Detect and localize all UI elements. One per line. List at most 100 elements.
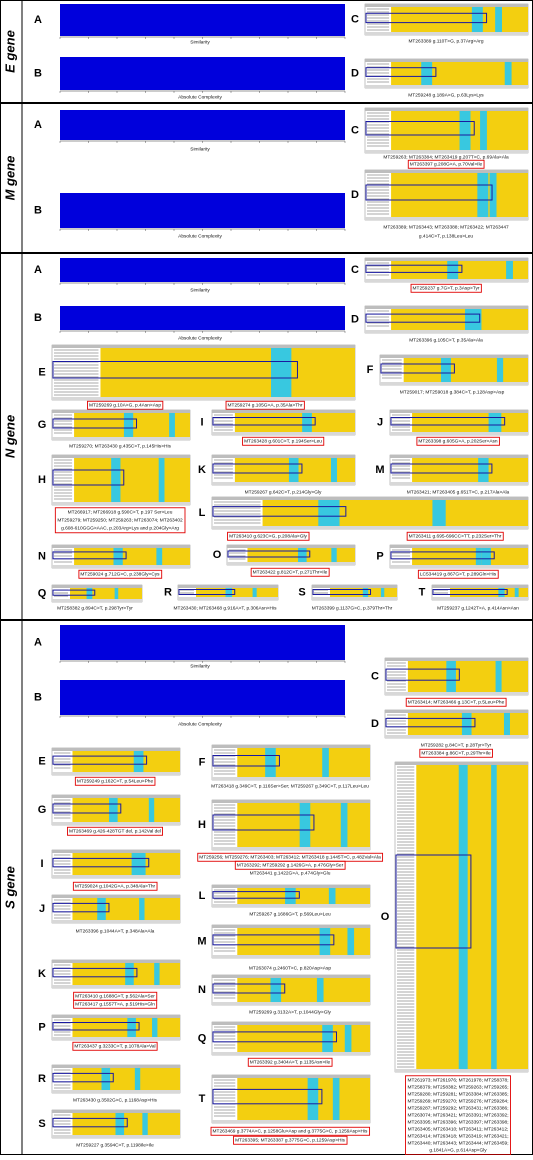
panel-caption: MT263395; MT263387 g.3775G>C, p.1259Asp>… — [235, 1137, 345, 1143]
alignment-ruler — [395, 762, 528, 765]
alignment-consensus — [212, 1120, 370, 1123]
panel: C MT259263; MT263384; MT263419 g.207T>C, … — [351, 107, 529, 169]
highlight-box — [390, 551, 495, 560]
panel-caption: Similarity — [190, 287, 210, 293]
alignment-column — [330, 458, 337, 482]
panel-letter: Q — [198, 1032, 207, 1044]
panel: C MT263389 g.110T>G, p.37Arg>Arg — [351, 3, 529, 44]
panel-caption: MT259024 g.712G>C, p.238Gly>Cys — [80, 571, 160, 577]
panel-letter: G — [38, 419, 47, 431]
alignment-consensus — [178, 597, 278, 600]
panel-letter: C — [351, 124, 359, 136]
panel-caption: g.608-610GGG>AAC, p.203Arg>Lys and p.204… — [61, 525, 179, 531]
alignment-column — [459, 111, 471, 150]
alignment-column — [127, 1018, 136, 1037]
alignment-ruler — [312, 585, 397, 588]
highlight-box — [52, 803, 122, 814]
panel: S MT259227 g.3594C>T, p.1198Ile>Ile — [38, 1109, 181, 1148]
alignment-body — [237, 1078, 370, 1120]
alignment-consensus — [312, 597, 397, 600]
panel-letter: A — [34, 119, 42, 131]
caption-highlight — [410, 283, 482, 293]
panel: N MT259269 g.3132A>T, p.1044Gly>Gly — [198, 974, 371, 1015]
alignment-ruler — [365, 258, 528, 261]
alignment-column — [495, 661, 502, 692]
panel-letter: B — [34, 691, 42, 703]
alignment-body — [237, 978, 370, 1002]
panel: P MT263437 g.3233C>T, p.1078Ala>Val — [38, 1014, 181, 1051]
alignment-ruler — [52, 345, 355, 348]
highlight-box — [432, 589, 508, 595]
similarity-plot — [60, 625, 345, 660]
panel: L MT263410 g.623C>G, p.208Ala>Gly MT263411… — [199, 496, 529, 541]
alignment-column — [458, 765, 468, 1069]
alignment-consensus — [212, 904, 370, 907]
alignment-column — [252, 588, 257, 597]
highlight-box — [390, 417, 506, 426]
panel: F MT259017; MT259018 g.384C>T, p.128Asp>A… — [367, 354, 529, 395]
gene-section: M gene A Similarity B Absolute Complexity C MT… — [0, 103, 533, 253]
alignment-body — [100, 348, 355, 397]
alignment-column — [156, 548, 163, 565]
panel: M MT263074 g.2460T>C, p.820Asp>Asp — [197, 924, 371, 971]
alignment-body — [72, 798, 180, 822]
panel-caption: MT263441 g.1422G>A, p.474Gly>Glu — [250, 870, 331, 876]
panel-caption: MT263410 g.623C>G, p.208Ala>Gly — [229, 533, 307, 539]
panel-letter: O — [213, 549, 222, 561]
alignment-ruler — [227, 545, 355, 548]
highlight-box — [212, 417, 316, 426]
alignment-consensus — [380, 382, 528, 385]
alignment-consensus — [52, 985, 180, 988]
panel-letter: F — [367, 364, 374, 376]
alignment-body — [70, 588, 142, 599]
alignment-column — [477, 173, 489, 217]
alignment-body — [407, 661, 528, 692]
alignment-ruler — [212, 745, 370, 748]
alignment-body — [412, 458, 528, 482]
alignment-consensus — [52, 1037, 180, 1040]
alignment-body — [391, 111, 528, 150]
panel: O MT263422 g.812C>T, p.271Thr>Ile — [213, 544, 356, 577]
panel-letter: T — [419, 586, 426, 598]
highlight-box — [212, 814, 315, 831]
caption-highlight — [54, 507, 186, 534]
panel: K MT263410 g.1688G>T, p.562Ala>Ser MT26341… — [38, 959, 181, 1009]
highlight-box — [365, 121, 475, 136]
alignment-consensus — [212, 955, 370, 958]
alignment-column — [133, 751, 140, 772]
highlight-box — [385, 717, 476, 728]
alignment-column — [265, 748, 276, 777]
caption-highlight — [73, 999, 158, 1009]
panel-letter: H — [198, 819, 206, 831]
panel-caption: MT263399 g.1137G>C, p.379Thr>Thr — [312, 605, 393, 611]
panel: K MT259267 g.642C>T, p.214Gly>Gly — [198, 454, 356, 495]
alignment-column — [475, 548, 482, 565]
panel: P LC534419 g.867G>T, p.289Gln>His — [376, 544, 529, 579]
alignment-consensus — [52, 397, 355, 400]
highlight-box — [212, 1031, 337, 1043]
highlight-box — [52, 469, 125, 486]
panel-letter: L — [199, 507, 206, 519]
panel: A Similarity — [34, 4, 346, 45]
alignment-column — [158, 458, 165, 502]
alignment-consensus — [52, 599, 142, 602]
panel-letter: Q — [38, 587, 47, 599]
alignment-column — [495, 7, 502, 32]
highlight-box — [212, 1088, 323, 1105]
panel-letter: J — [377, 416, 383, 428]
panel-caption: MT263428 g.601C>T, p.194Ser>Leu — [244, 438, 322, 444]
alignment-column — [154, 963, 160, 985]
alignment-ruler — [178, 585, 278, 588]
panel-caption: MT263469 g.3774A>C, p.1258Glu>Asp and g.… — [213, 1128, 369, 1134]
panel-letter: C — [351, 13, 359, 25]
panel: A Similarity — [34, 625, 346, 669]
panel: B Absolute Complexity — [34, 680, 346, 727]
panel-caption: MT263396 g.105C>T, p.35Ala>Ala — [409, 337, 483, 343]
panel-letter: R — [164, 586, 172, 598]
panel-letter: A — [34, 636, 42, 648]
panel: J MT263396 g.1044A>T, p.348Ala>Ala — [39, 894, 181, 934]
alignment-body — [391, 173, 528, 217]
alignment-column — [362, 588, 369, 597]
